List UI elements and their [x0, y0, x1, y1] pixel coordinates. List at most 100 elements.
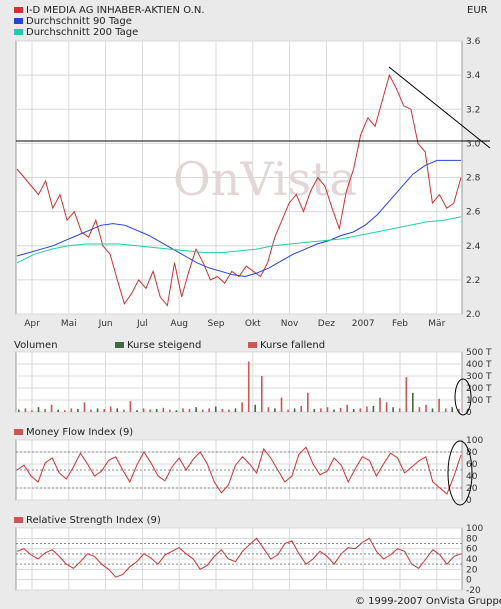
- volume-bar: [254, 404, 256, 412]
- volume-bar: [326, 407, 329, 412]
- price-ytick-5: 3.0: [466, 139, 481, 149]
- mfi-title: Money Flow Index (9): [26, 427, 134, 438]
- price-ytick-3: 2.6: [466, 208, 481, 218]
- volume-bar: [175, 410, 178, 412]
- legend-swatch-rising: [115, 342, 124, 348]
- volume-bar: [339, 407, 342, 412]
- price-ytick-1: 2.2: [466, 276, 480, 286]
- volume-panel: [15, 351, 463, 413]
- mfi-swatch: [14, 429, 23, 435]
- volume-bar: [57, 409, 59, 412]
- rsi-title: Relative Strength Index (9): [26, 515, 161, 526]
- volume-bar: [182, 408, 184, 412]
- rsi-ytick-5: 80: [466, 534, 478, 544]
- volume-bar: [300, 406, 302, 412]
- volume-bar: [293, 408, 296, 412]
- volume-title: Volumen: [14, 340, 58, 351]
- volume-ytick-1: 100 T: [466, 396, 492, 406]
- volume-bar: [109, 406, 112, 412]
- legend-label-falling: Kurse fallend: [260, 340, 326, 351]
- volume-bar: [412, 392, 414, 412]
- price-ytick-8: 3.6: [466, 37, 481, 47]
- volume-bar: [234, 408, 237, 412]
- volume-bar: [96, 408, 99, 412]
- price-xtick-10: Feb: [392, 319, 408, 329]
- volume-bar: [44, 409, 46, 412]
- volume-bar: [287, 409, 289, 412]
- price-xtick-7: Nov: [281, 319, 299, 329]
- price-ytick-6: 3.2: [466, 105, 480, 115]
- price-ytick-2: 2.4: [466, 242, 481, 252]
- mfi-title-item: Money Flow Index (9): [14, 427, 133, 439]
- volume-bar: [418, 407, 421, 412]
- volume-bar: [451, 407, 453, 412]
- price-xtick-11: Mär: [428, 319, 445, 329]
- volume-bar: [313, 409, 316, 412]
- trend-line: [388, 66, 491, 149]
- legend-item-200: Durchschnitt 200 Tage: [14, 27, 138, 39]
- volume-bar: [201, 409, 204, 412]
- volume-bar: [261, 376, 263, 412]
- legend-label-200: Durchschnitt 200 Tage: [26, 27, 139, 38]
- rsi-ytick-3: 40: [466, 555, 478, 565]
- price-xtick-5: Sep: [208, 319, 225, 329]
- volume-bar: [129, 401, 132, 412]
- volume-bar: [169, 409, 171, 412]
- volume-bar: [372, 406, 375, 412]
- price-ytick-7: 3.4: [466, 71, 481, 81]
- legend-swatch-200: [14, 29, 23, 35]
- volume-bar: [77, 409, 79, 412]
- volume-bar: [221, 409, 224, 412]
- volume-bar: [444, 408, 447, 412]
- legend-item-falling: Kurse fallend: [248, 340, 325, 352]
- legend-item-price: I-D MEDIA AG INHABER-AKTIEN O.N.: [14, 5, 205, 17]
- legend-swatch-falling: [248, 342, 257, 348]
- price-xtick-9: 2007: [352, 319, 375, 329]
- rsi-swatch: [14, 517, 23, 523]
- volume-bar: [346, 404, 348, 412]
- volume-bar: [274, 408, 276, 412]
- volume-bar: [431, 408, 434, 412]
- rsi-ytick-2: 20: [466, 565, 478, 575]
- volume-bar: [267, 407, 270, 412]
- volume-bar: [438, 398, 440, 412]
- legend-label-rising: Kurse steigend: [127, 340, 202, 351]
- mfi-line: [16, 446, 462, 495]
- volume-bar: [352, 409, 355, 412]
- mfi-ytick-4: 80: [466, 448, 478, 458]
- ma90-line: [16, 159, 461, 278]
- volume-ytick-0: 0: [466, 408, 472, 418]
- currency-label: EUR: [467, 5, 488, 16]
- volume-bar: [320, 408, 322, 412]
- volume-bar: [149, 409, 151, 412]
- volume-ytick-5: 500 T: [466, 348, 492, 358]
- volume-bar: [247, 361, 250, 412]
- mfi-highlight: [447, 440, 473, 506]
- price-xtick-6: Okt: [245, 319, 261, 329]
- price-ytick-0: 2.0: [466, 310, 481, 320]
- mfi-panel: [15, 439, 463, 501]
- volume-bar: [37, 407, 40, 412]
- volume-ytick-4: 400 T: [466, 360, 492, 370]
- ma200-line: [16, 216, 462, 264]
- volume-bar: [188, 409, 191, 412]
- volume-highlight: [454, 378, 472, 416]
- mfi-ytick-0: 0: [466, 496, 472, 506]
- rsi-ytick-0: -20: [466, 586, 481, 596]
- volume-bar: [155, 409, 158, 412]
- watermark: OnVista: [173, 152, 357, 206]
- rsi-ytick-4: 60: [466, 545, 478, 555]
- price-xtick-0: Apr: [24, 319, 40, 329]
- volume-bar: [458, 409, 460, 412]
- volume-bar: [241, 402, 243, 412]
- volume-bar: [123, 409, 125, 412]
- rsi-ytick-6: 100: [466, 524, 483, 534]
- volume-bar: [195, 407, 197, 412]
- volume-bar: [142, 408, 145, 412]
- volume-bar: [116, 408, 119, 412]
- legend-label-price: I-D MEDIA AG INHABER-AKTIEN O.N.: [26, 5, 205, 16]
- volume-bar: [64, 410, 66, 412]
- legend-item-rising: Kurse steigend: [115, 340, 201, 352]
